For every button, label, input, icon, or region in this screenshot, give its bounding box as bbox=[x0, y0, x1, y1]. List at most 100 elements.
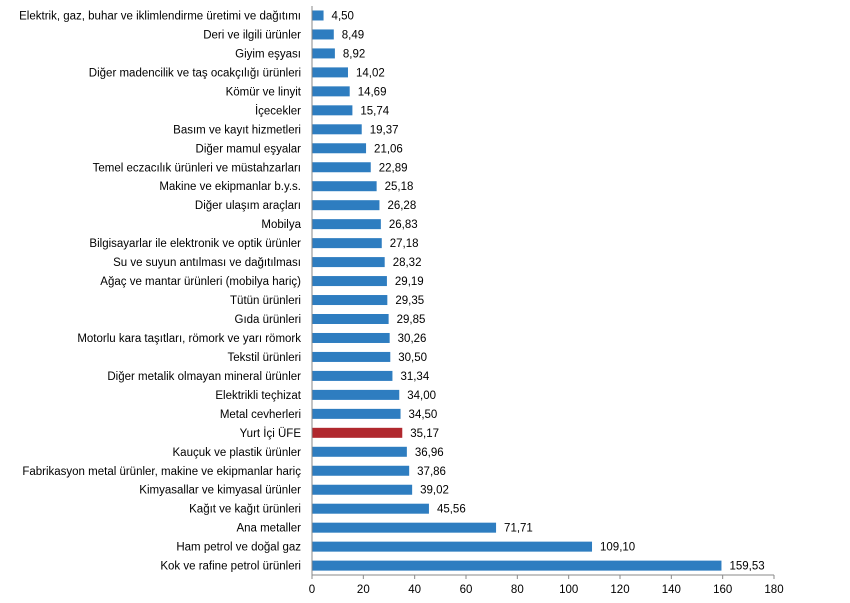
value-label: 19,37 bbox=[370, 124, 399, 136]
value-label: 14,02 bbox=[356, 67, 385, 79]
category-label: Su ve suyun antılması ve dağıtılması bbox=[113, 257, 301, 269]
bar bbox=[312, 351, 391, 362]
category-label: Ham petrol ve doğal gaz bbox=[176, 542, 301, 554]
bar bbox=[312, 124, 362, 135]
value-label: 34,00 bbox=[407, 390, 436, 402]
category-label: Fabrikasyon metal ürünler, makine ve eki… bbox=[22, 466, 301, 478]
category-label: İçecekler bbox=[255, 104, 301, 117]
x-tick-label: 60 bbox=[460, 584, 473, 596]
bar bbox=[312, 541, 593, 552]
category-label: Motorlu kara taşıtları, römork ve yarı r… bbox=[77, 333, 301, 345]
bar bbox=[312, 503, 429, 514]
category-label: Deri ve ilgili ürünler bbox=[203, 29, 301, 41]
bar bbox=[312, 143, 367, 154]
bar bbox=[312, 295, 388, 306]
value-label: 30,26 bbox=[398, 333, 427, 345]
bar bbox=[312, 370, 393, 381]
x-tick-label: 180 bbox=[764, 584, 783, 596]
x-tick-label: 100 bbox=[559, 584, 578, 596]
category-label: Makine ve ekipmanlar b.y.s. bbox=[159, 181, 301, 193]
x-tick-label: 20 bbox=[357, 584, 370, 596]
category-label: Gıda ürünleri bbox=[235, 314, 301, 326]
bar bbox=[312, 238, 382, 249]
category-label: Elektrik, gaz, buhar ve iklimlendirme ür… bbox=[19, 10, 301, 22]
bar bbox=[312, 257, 385, 268]
bar bbox=[312, 484, 413, 495]
bar bbox=[312, 219, 381, 230]
category-label: Basım ve kayıt hizmetleri bbox=[173, 124, 301, 136]
category-label: Ana metaller bbox=[236, 523, 301, 535]
value-label: 29,85 bbox=[397, 314, 426, 326]
value-label: 4,50 bbox=[332, 10, 354, 22]
category-label: Diğer metalik olmayan mineral ürünler bbox=[107, 371, 301, 383]
value-label: 29,19 bbox=[395, 276, 424, 288]
bar bbox=[312, 276, 387, 287]
bar bbox=[312, 181, 377, 192]
value-label: 71,71 bbox=[504, 523, 533, 535]
category-label: Bilgisayarlar ile elektronik ve optik ür… bbox=[89, 238, 301, 250]
value-label: 45,56 bbox=[437, 504, 466, 516]
bar bbox=[312, 389, 400, 400]
category-label: Kağıt ve kağıt ürünleri bbox=[189, 504, 301, 516]
value-label: 31,34 bbox=[400, 371, 429, 383]
value-label: 8,92 bbox=[343, 48, 365, 60]
x-tick-label: 140 bbox=[662, 584, 681, 596]
x-tick-label: 80 bbox=[511, 584, 524, 596]
x-tick-label: 120 bbox=[610, 584, 629, 596]
bar-highlight bbox=[312, 427, 403, 438]
x-tick-label: 0 bbox=[309, 584, 315, 596]
bar bbox=[312, 10, 324, 21]
value-label: 28,32 bbox=[393, 257, 422, 269]
category-label: Tütün ürünleri bbox=[230, 295, 301, 307]
value-label: 27,18 bbox=[390, 238, 419, 250]
value-label: 39,02 bbox=[420, 485, 449, 497]
bar bbox=[312, 162, 371, 173]
value-label: 21,06 bbox=[374, 143, 403, 155]
bar bbox=[312, 67, 348, 78]
bar bbox=[312, 48, 335, 59]
bar bbox=[312, 560, 722, 571]
value-label: 25,18 bbox=[385, 181, 414, 193]
category-label: Ağaç ve mantar ürünleri (mobilya hariç) bbox=[100, 276, 301, 288]
category-labels: Elektrik, gaz, buhar ve iklimlendirme ür… bbox=[19, 10, 302, 572]
x-tick-label: 160 bbox=[713, 584, 732, 596]
category-label: Diğer mamul eşyalar bbox=[196, 143, 302, 155]
value-label: 15,74 bbox=[360, 105, 389, 117]
bar bbox=[312, 522, 497, 533]
category-label: Elektrikli teçhizat bbox=[215, 390, 301, 402]
bars-group bbox=[312, 10, 722, 571]
category-label: Metal cevherleri bbox=[220, 409, 301, 421]
category-label: Kok ve rafine petrol ürünleri bbox=[160, 561, 301, 573]
value-label: 26,83 bbox=[389, 219, 418, 231]
value-label: 159,53 bbox=[729, 561, 764, 573]
value-label: 8,49 bbox=[342, 29, 364, 41]
bar bbox=[312, 314, 389, 324]
value-label: 36,96 bbox=[415, 447, 444, 459]
category-label: Kömür ve linyit bbox=[226, 86, 302, 98]
value-label: 37,86 bbox=[417, 466, 446, 478]
value-label: 30,50 bbox=[398, 352, 427, 364]
category-label: Tekstil ürünleri bbox=[228, 352, 302, 364]
bar bbox=[312, 446, 407, 457]
bar bbox=[312, 200, 380, 211]
category-label: Kimyasallar ve kimyasal ürünler bbox=[139, 485, 301, 497]
category-label: Mobilya bbox=[261, 219, 301, 231]
value-label: 35,17 bbox=[410, 428, 439, 440]
category-label: Giyim eşyası bbox=[235, 48, 301, 60]
category-label: Kauçuk ve plastik ürünler bbox=[173, 447, 302, 459]
value-label: 14,69 bbox=[358, 86, 387, 98]
value-label: 26,28 bbox=[387, 200, 416, 212]
category-label: Diğer ulaşım araçları bbox=[195, 200, 301, 212]
category-label: Temel eczacılık ürünleri ve müstahzarlar… bbox=[93, 162, 301, 174]
bar bbox=[312, 408, 401, 419]
x-axis: 0 20 40 60 80 100 120 140 160 180 bbox=[309, 6, 784, 596]
bar bbox=[312, 332, 390, 343]
bar bbox=[312, 29, 334, 40]
value-label: 22,89 bbox=[379, 162, 408, 174]
category-label: Yurt İçi ÜFE bbox=[240, 427, 302, 440]
value-label: 34,50 bbox=[409, 409, 438, 421]
value-label: 29,35 bbox=[395, 295, 424, 307]
value-label: 109,10 bbox=[600, 542, 635, 554]
value-labels: 4,50 8,49 8,92 14,02 14,69 15,74 19,37 21,06 22,… bbox=[332, 10, 765, 572]
